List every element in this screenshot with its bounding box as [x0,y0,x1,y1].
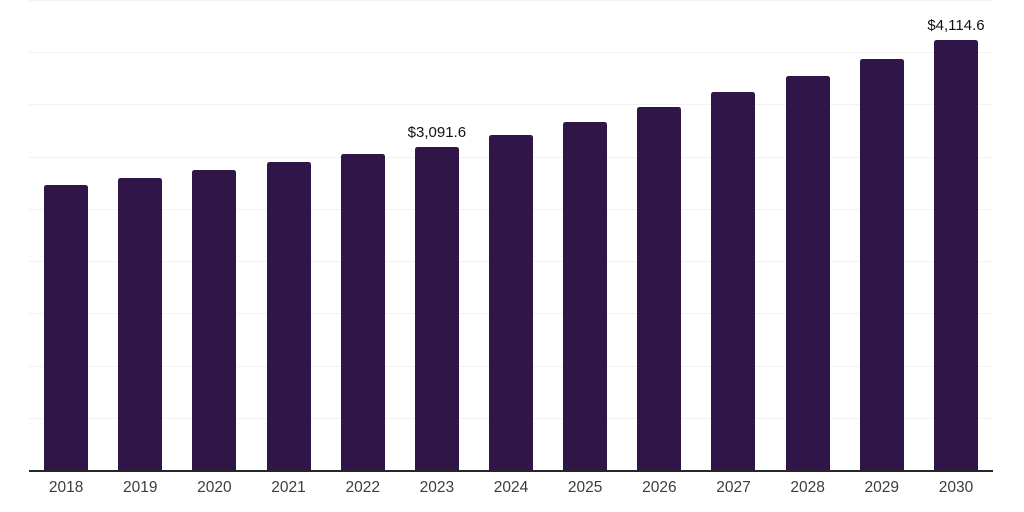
bars-row: $3,091.6 $4,114.6 [29,0,993,470]
bar-2029 [859,58,904,470]
x-tick-2022: 2022 [345,479,380,496]
bar-slot-2029 [845,0,919,470]
x-tick-2023: 2023 [419,479,455,496]
plot-area: $3,091.6 $4,114.6 [29,0,993,472]
gridline [29,104,993,106]
bar-2023 [414,147,459,470]
bar-2024 [489,134,534,470]
bar-slot-2026 [622,0,696,470]
data-label-2030: $4,114.6 [927,17,985,35]
x-tick-2026: 2026 [642,479,677,496]
x-tick-2024: 2024 [493,479,529,496]
x-tick-2027: 2027 [716,479,751,496]
bar-slot-2028 [771,0,845,470]
bar-2026 [637,107,682,470]
bar-2020 [192,169,237,470]
bar-2028 [785,76,830,470]
x-axis-labels: 2018 2019 2020 2021 2022 2023 2024 2025 2026 2027… [29,479,993,497]
x-tick-2029: 2029 [864,479,900,496]
x-tick-2030: 2030 [938,479,974,496]
bar-slot-2030: $4,114.6 [919,0,993,470]
gridline [29,52,993,54]
x-tick-2018: 2018 [48,479,84,496]
x-tick-2028: 2028 [790,479,825,496]
bar-2019 [118,177,163,470]
bar-2022 [340,154,385,470]
bar-slot-2022 [326,0,400,470]
bar-2025 [563,121,608,470]
bar-slot-2018 [29,0,103,470]
bar-slot-2023: $3,091.6 [400,0,474,470]
x-tick-2025: 2025 [567,479,603,496]
bar-2021 [266,162,311,470]
bar-2027 [711,92,756,470]
data-label-2023: $3,091.6 [407,124,467,142]
bar-slot-2025 [548,0,622,470]
bar-slot-2027 [696,0,770,470]
x-tick-2021: 2021 [271,479,306,496]
x-tick-2019: 2019 [122,479,158,496]
x-tick-2020: 2020 [197,479,232,496]
bar-slot-2019 [103,0,177,470]
gridline [29,0,993,1]
bar-2018 [44,184,89,470]
bar-slot-2024 [474,0,548,470]
bar-slot-2020 [177,0,251,470]
bar-2030 [933,40,978,470]
bar-slot-2021 [251,0,325,470]
